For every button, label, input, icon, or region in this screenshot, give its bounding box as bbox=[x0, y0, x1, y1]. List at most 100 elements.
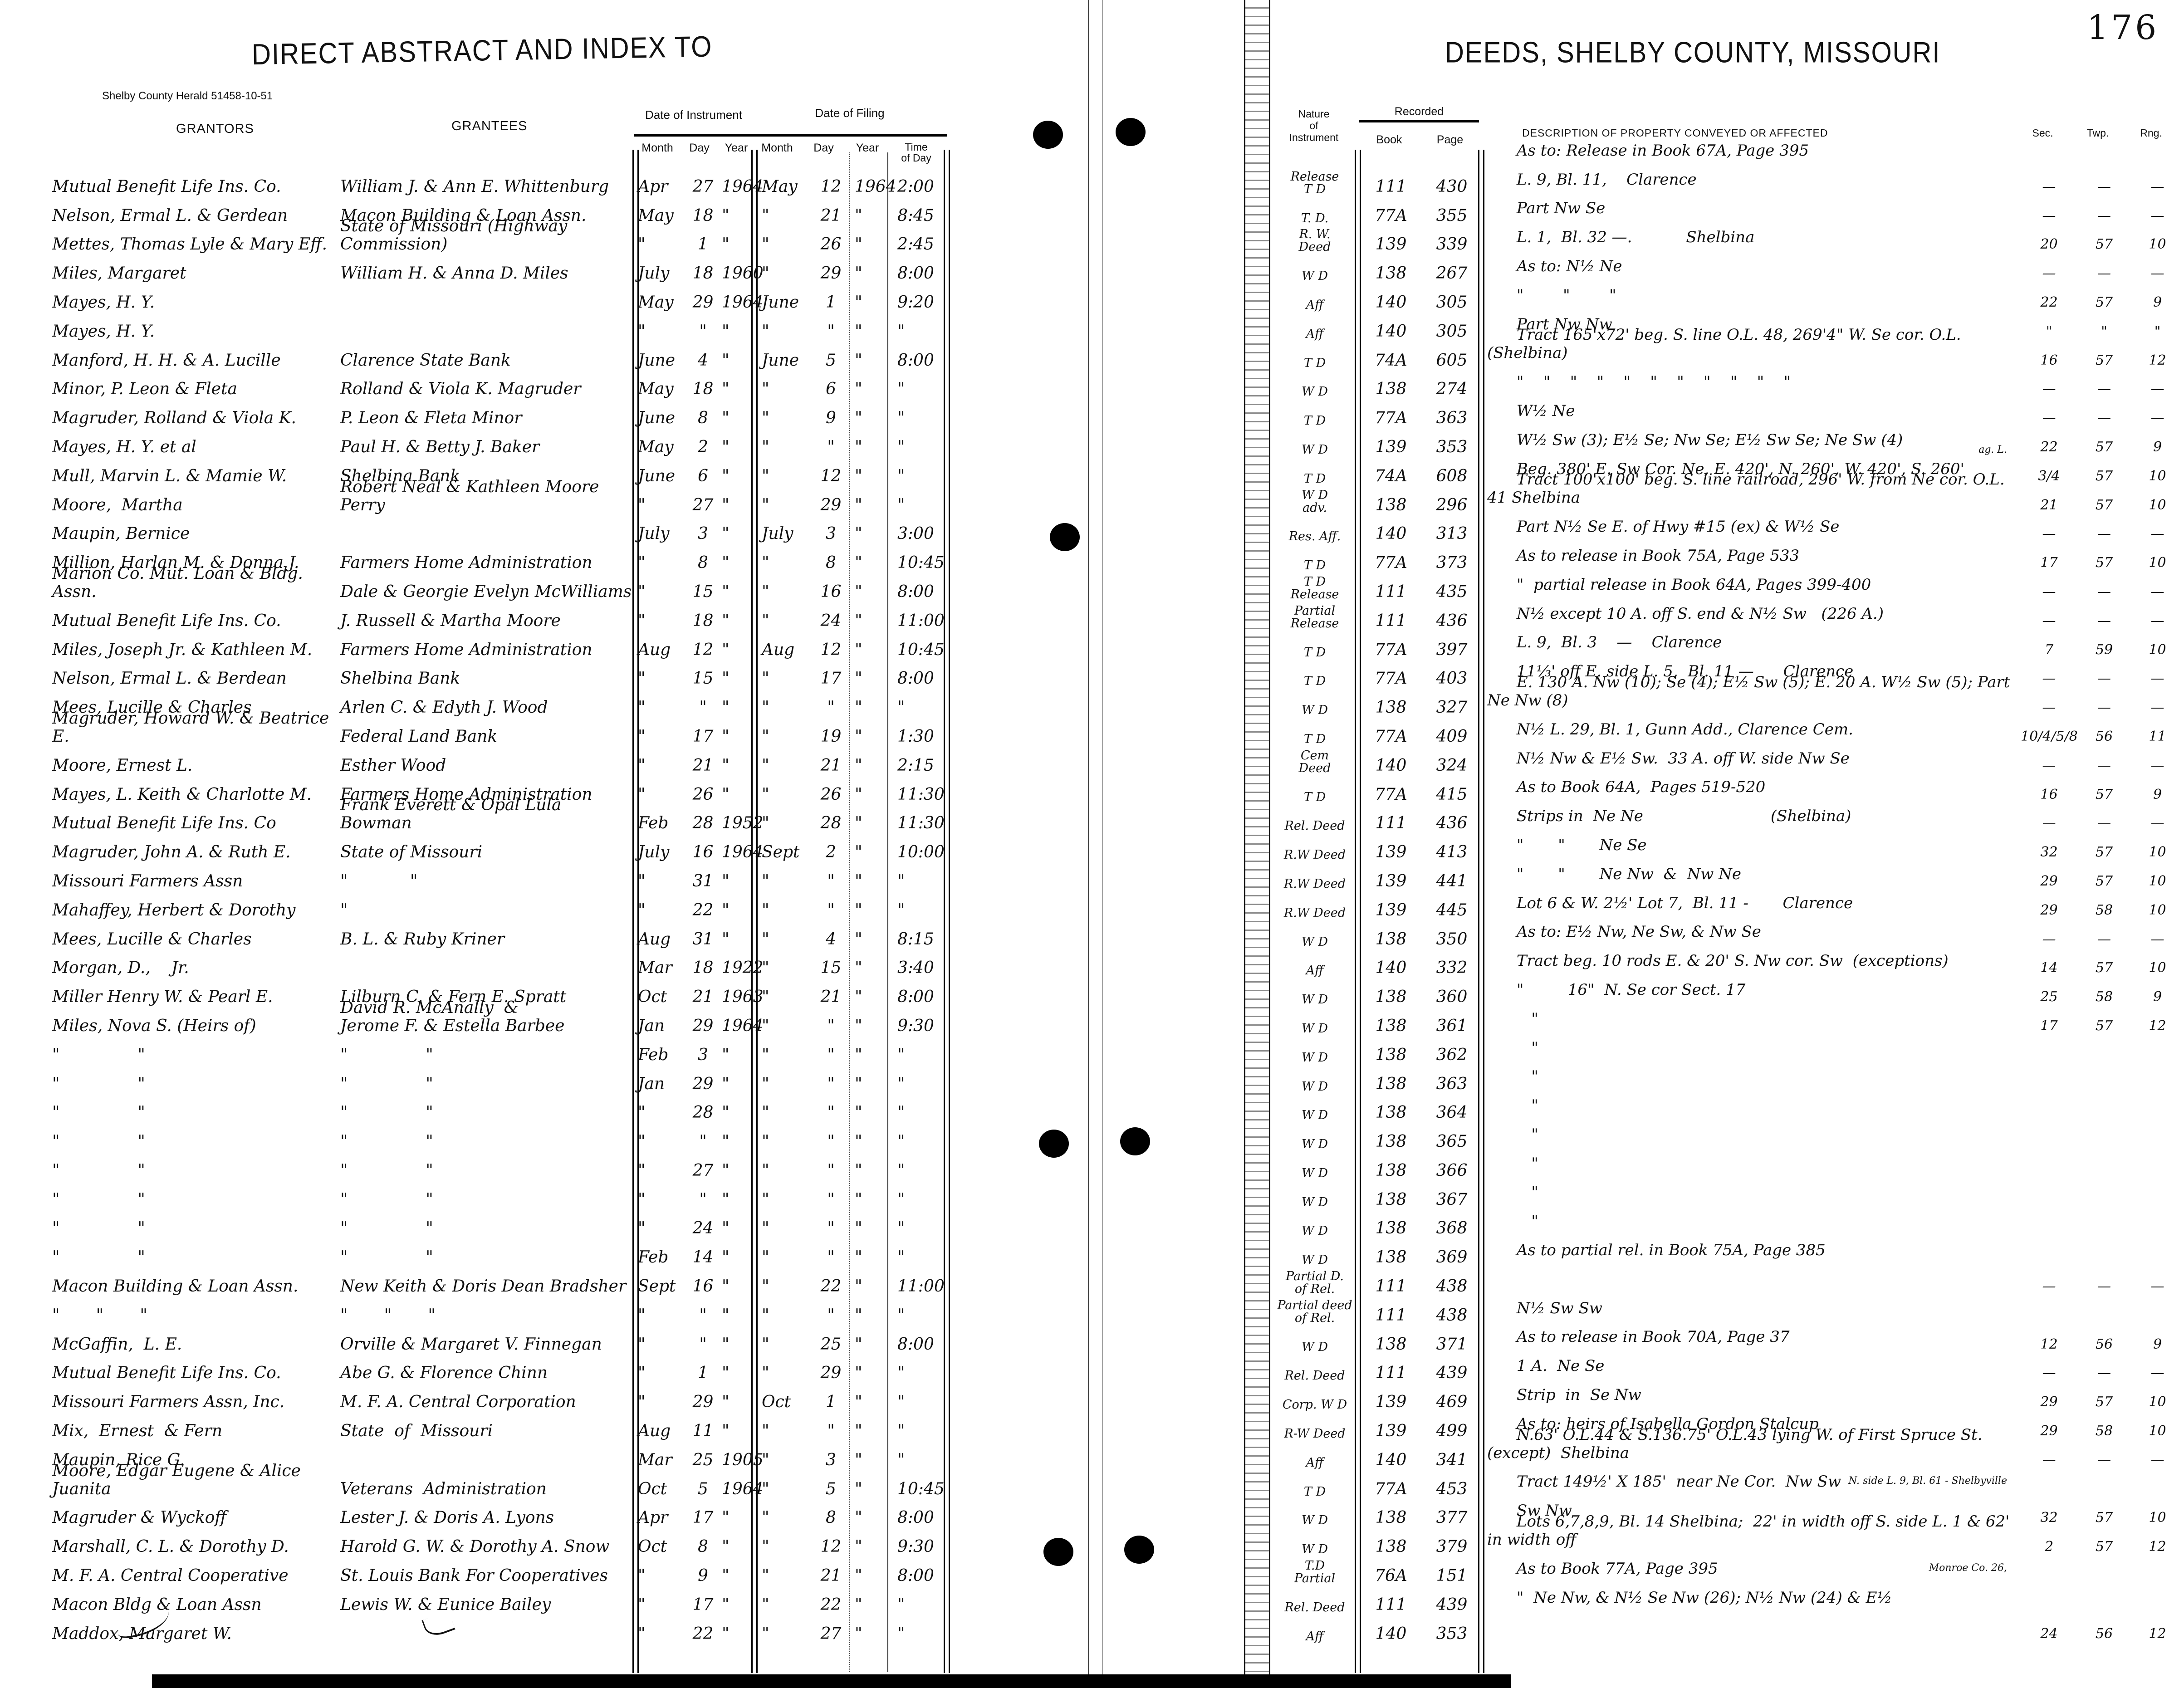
description-cell: " bbox=[1481, 1021, 2021, 1095]
description-text: L. 9, Bl. 11, Clarence bbox=[1516, 170, 1697, 189]
instrument-month-cell: July bbox=[638, 264, 670, 283]
ledger-row-left: Magruder & Wyckoff Lester J. & Doris A. … bbox=[52, 1500, 948, 1529]
grantee-cell: Farmers Home Administration bbox=[340, 553, 593, 572]
sec-cell bbox=[2021, 1093, 2077, 1095]
grantee-cell: Orville & Margaret V. Finnegan bbox=[340, 1335, 602, 1354]
filing-year-cell: " bbox=[855, 553, 862, 572]
description-cell: W½ Ne bbox=[1481, 384, 2021, 458]
page-header: Page bbox=[1436, 133, 1464, 146]
grantee-cell: St. Louis Bank For Cooperatives bbox=[340, 1566, 608, 1585]
sec-cell bbox=[2021, 1122, 2077, 1124]
grantor-cell: " " bbox=[52, 1103, 145, 1122]
book-cell: 111 bbox=[1375, 582, 1407, 601]
rng-cell: — bbox=[2150, 207, 2164, 224]
ledger-row-left: Moore, Edgar Eugene & Alice Juanita Vete… bbox=[52, 1462, 948, 1500]
book-cell: 74A bbox=[1375, 351, 1407, 370]
sec-header: Sec. bbox=[2032, 127, 2053, 139]
instrument-day-cell: 21 bbox=[692, 988, 714, 1007]
twp-cell: 57 bbox=[2095, 236, 2113, 253]
instrument-month-cell: May bbox=[638, 437, 674, 456]
instrument-year-cell: " bbox=[722, 727, 730, 746]
rng-cell: — bbox=[2150, 526, 2164, 542]
filing-month-cell: " bbox=[762, 553, 769, 572]
filing-day-cell: 8 bbox=[826, 1508, 836, 1527]
instrument-day-cell: 18 bbox=[692, 206, 714, 225]
filing-month-cell: " bbox=[762, 582, 769, 601]
instrument-year-cell: " bbox=[722, 1537, 730, 1556]
twp-cell: 57 bbox=[2095, 1018, 2113, 1034]
rng-cell: — bbox=[2150, 265, 2164, 282]
grantee-cell: " " bbox=[340, 1132, 433, 1151]
description-cell: As to Book 64A, Pages 519-520 bbox=[1481, 760, 2021, 834]
filing-time-cell: 8:00 bbox=[897, 1508, 934, 1527]
filing-year-cell: 1964 bbox=[855, 177, 896, 196]
filing-month-cell: " bbox=[762, 437, 769, 456]
twp-cell bbox=[2077, 1064, 2131, 1066]
grantee-cell bbox=[340, 341, 635, 342]
twp-cell: 56 bbox=[2095, 728, 2113, 744]
ledger-row-right: Aff 140 305 As to: N½ Ne 22 57 9 bbox=[1270, 257, 2182, 313]
instrument-day-cell: 15 bbox=[692, 669, 714, 688]
instrument-month-cell: " bbox=[638, 1219, 646, 1238]
rng-cell: — bbox=[2150, 612, 2164, 629]
grantor-cell: Miller Henry W. & Pearl E. bbox=[52, 988, 273, 1007]
nature-cell: W D bbox=[1302, 1195, 1328, 1209]
rng-cell: 11 bbox=[2149, 728, 2166, 744]
scan-bottom-bar bbox=[152, 1674, 1511, 1688]
filing-year-cell: " bbox=[855, 1161, 862, 1180]
filing-month-cell: " bbox=[762, 959, 769, 978]
ledger-row-right: W D 138 361 " 16" N. Se cor Sect. 17 17 … bbox=[1270, 981, 2182, 1037]
book-cell: 138 bbox=[1375, 1016, 1407, 1035]
filing-year-header: Year bbox=[856, 142, 879, 154]
twp-cell: 58 bbox=[2095, 1423, 2113, 1439]
grantee-cell: " " bbox=[340, 1248, 433, 1267]
filing-year-cell: " bbox=[855, 727, 862, 746]
description-text: Lots 6,7,8,9, Bl. 14 Shelbina; 22' in wi… bbox=[1487, 1512, 2015, 1549]
description-cell: " Ne Nw, & N½ Se Nw (26); N½ Nw (24) & E… bbox=[1481, 1563, 2021, 1645]
imprint: Shelby County Herald 51458-10-51 bbox=[102, 90, 273, 102]
twp-cell: — bbox=[2097, 1365, 2111, 1381]
description-cell: " " " bbox=[1481, 268, 2021, 342]
description-cell: As to: E½ Nw, Ne Sw, & Nw Se bbox=[1481, 905, 2021, 979]
filing-day-cell: 4 bbox=[826, 930, 836, 949]
description-note: N. side L. 9, Bl. 61 - Shelbyville bbox=[1848, 1475, 2007, 1487]
grantees-header: GRANTEES bbox=[451, 119, 528, 133]
description-text: Sw Nw bbox=[1516, 1502, 1572, 1520]
twp-cell bbox=[2077, 1614, 2131, 1616]
filing-day-cell: 1 bbox=[826, 293, 836, 312]
description-text: " bbox=[1516, 1067, 1538, 1086]
rng-cell bbox=[2131, 1093, 2184, 1095]
description-text: " " " " " " " " " " " bbox=[1516, 373, 1791, 391]
rule-filing-time bbox=[887, 152, 888, 1672]
rng-cell: 9 bbox=[2153, 786, 2162, 802]
ledger-row-right: T D 77A 415 N½ Nw & E½ Sw. 33 A. off W. … bbox=[1270, 749, 2182, 806]
instrument-day-cell: 4 bbox=[698, 351, 708, 370]
instrument-month-cell: Aug bbox=[638, 640, 671, 659]
filing-month-cell: " bbox=[762, 1306, 769, 1325]
grantor-cell: Miles, Joseph Jr. & Kathleen M. bbox=[52, 640, 313, 659]
sec-cell: 7 bbox=[2044, 641, 2054, 658]
ledger-row-left: Miles, Margaret William H. & Anna D. Mil… bbox=[52, 255, 948, 284]
nature-cell: W D bbox=[1302, 1050, 1328, 1065]
instrument-month-cell: Mar bbox=[638, 1450, 672, 1469]
page-cell: 445 bbox=[1436, 900, 1468, 920]
grantor-cell: " " " bbox=[52, 1306, 147, 1325]
instrument-month-cell: " bbox=[638, 1364, 646, 1383]
instrument-year-cell: 1905 bbox=[722, 1450, 764, 1469]
ledger-row-right: T D 77A 363 " " " " " " " " " " " — — — bbox=[1270, 373, 2182, 429]
book-cell: 139 bbox=[1375, 1393, 1407, 1412]
page-cell: 397 bbox=[1436, 640, 1468, 659]
filing-day-cell: " bbox=[827, 1306, 835, 1325]
filing-year-cell: " bbox=[855, 437, 862, 456]
sec-cell: 29 bbox=[2040, 1394, 2058, 1410]
grantee-cell: Shelbina Bank bbox=[340, 669, 460, 688]
filing-day-header: Day bbox=[813, 142, 834, 154]
ledger-row-left: " " " " " 27 " " " " " bbox=[52, 1153, 948, 1182]
rng-cell: — bbox=[2150, 583, 2164, 600]
filing-time-cell: " bbox=[897, 1045, 905, 1064]
grantor-cell: Macon Building & Loan Assn. bbox=[52, 1277, 299, 1296]
instrument-year-cell: " bbox=[722, 698, 730, 717]
rng-cell: 10 bbox=[2149, 497, 2166, 513]
instrument-year-cell: " bbox=[722, 1103, 730, 1122]
instrument-day-cell: 11 bbox=[692, 1422, 714, 1441]
